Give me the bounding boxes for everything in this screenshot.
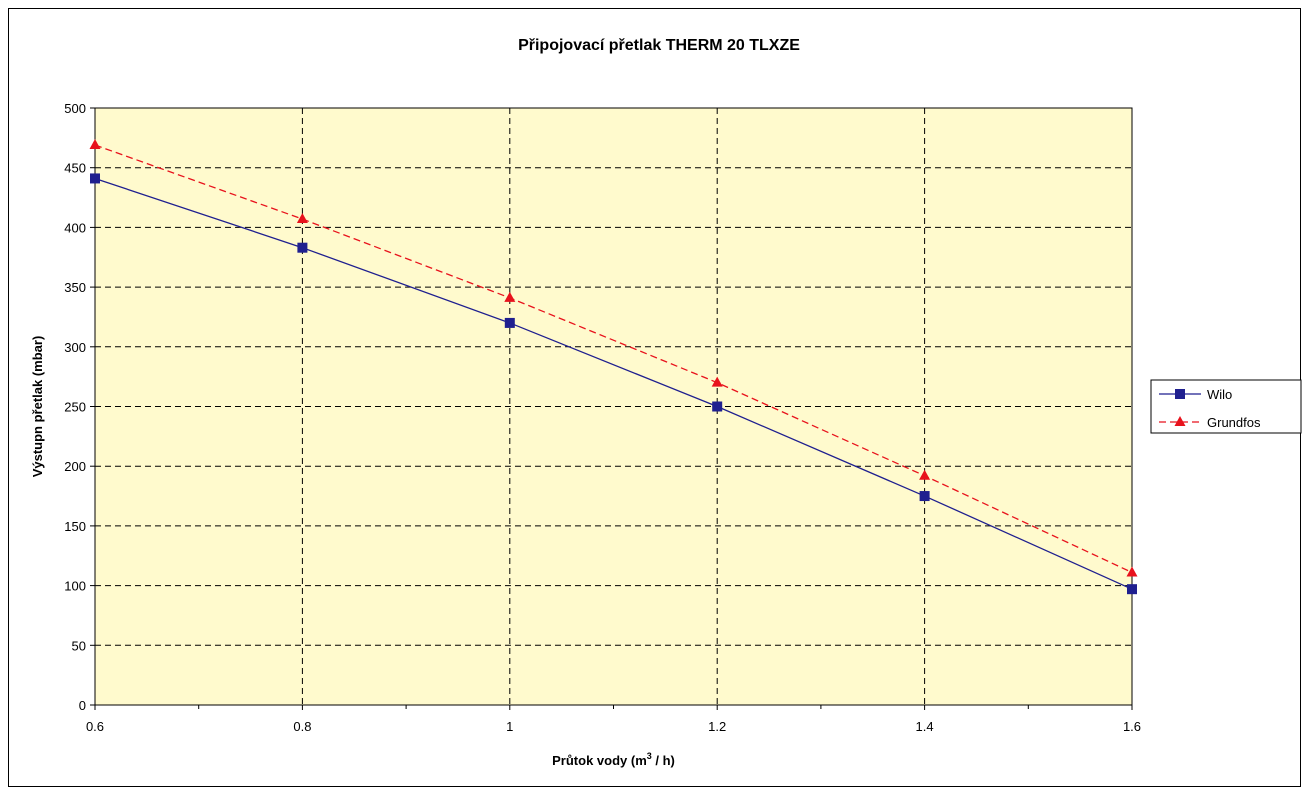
legend-marker-wilo [1175,389,1185,399]
legend: Wilo Grundfos [1150,379,1302,434]
y-tick-label: 400 [64,220,86,235]
x-axis-title-superscript: 3 [647,751,652,761]
y-tick-label: 200 [64,459,86,474]
y-tick-label: 250 [64,400,86,415]
x-tick-label: 0.6 [86,719,104,734]
data-point-grundfos [1126,566,1138,577]
data-point-wilo [919,491,930,502]
x-tick-label: 1.4 [916,719,934,734]
data-point-grundfos [89,139,101,150]
series-line-grundfos [94,144,1133,574]
x-tick-label: 1 [506,719,513,734]
data-point-grundfos [919,469,931,480]
series-wilo [90,173,1137,595]
y-tick-label: 0 [79,698,86,713]
chart-title: Připojovací přetlak THERM 20 TLXZE [518,37,800,54]
series-line-wilo [94,177,1133,590]
data-point-grundfos [711,376,723,387]
data-point-wilo [504,317,515,328]
legend-label-grundfos: Grundfos [1207,415,1261,430]
y-tick-label: 150 [64,519,86,534]
y-tick-label: 300 [64,340,86,355]
y-axis-title: Výstupn přetlak (mbar) [30,336,45,478]
x-axis-title-suffix: / h) [652,753,675,768]
y-tick-label: 100 [64,579,86,594]
axes: 0 50 100 150 200 250 300 350 400 450 500 0.6 0.8 1 1.2… [64,101,1141,734]
x-axis-title: Průtok vody (m3 / h) [552,751,675,768]
y-tick-label: 450 [64,161,86,176]
data-point-wilo [712,401,723,412]
grid-lines [95,108,1132,705]
x-axis-title-main: Průtok vody (m [552,753,647,768]
x-tick-label: 1.2 [708,719,726,734]
series-grundfos [89,139,1138,577]
data-point-grundfos [504,291,516,302]
y-tick-label: 350 [64,280,86,295]
data-point-grundfos [296,213,308,224]
data-point-wilo [90,173,100,184]
y-tick-label: 500 [64,101,86,116]
legend-label-wilo: Wilo [1207,387,1232,402]
y-tick-label: 50 [72,638,86,653]
data-point-wilo [1127,584,1137,595]
data-point-wilo [297,242,308,253]
x-tick-label: 0.8 [293,719,311,734]
series-layer [89,139,1138,595]
x-tick-label: 1.6 [1123,719,1141,734]
legend-marker-grundfos [1174,416,1186,426]
